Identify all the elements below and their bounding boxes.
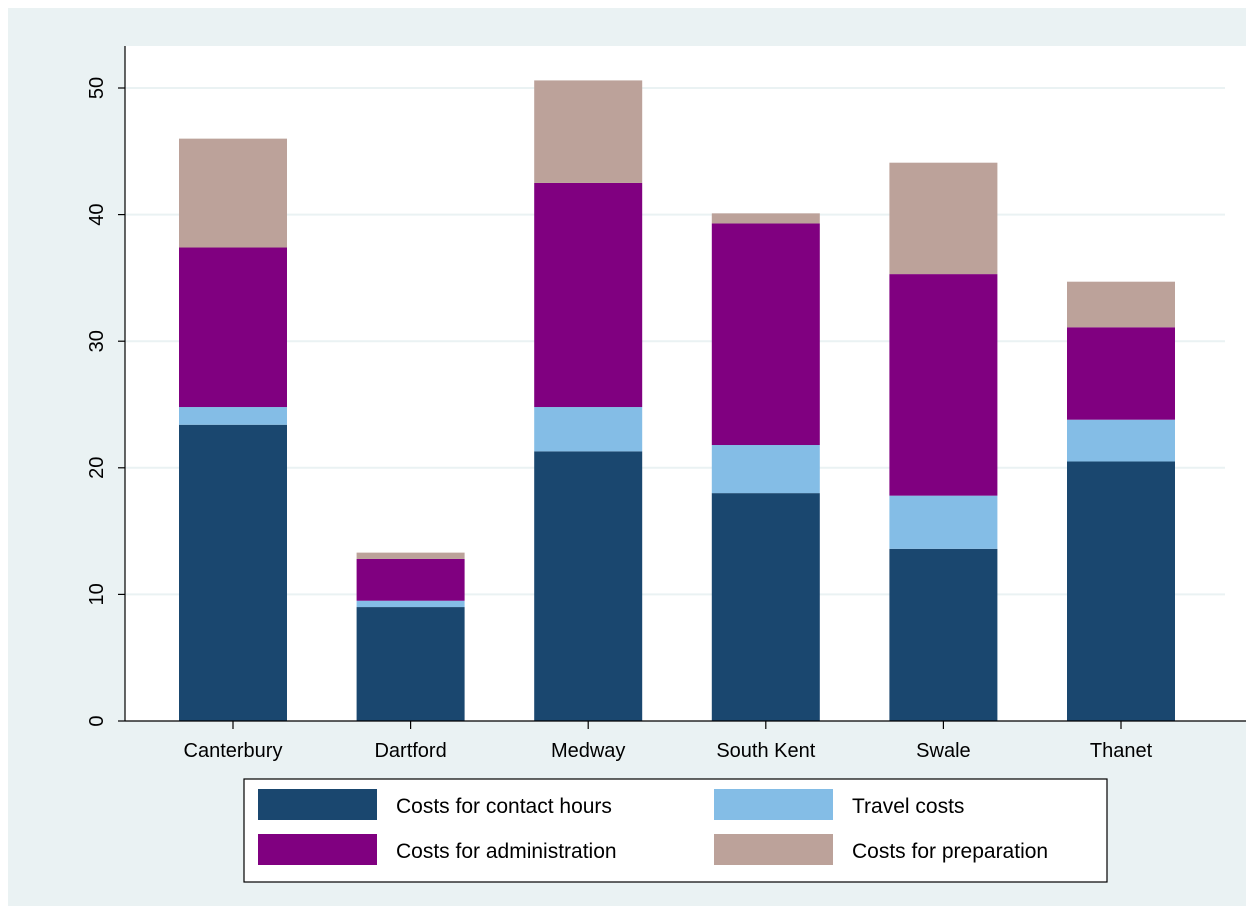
bar-segment-3-medway <box>534 182 643 408</box>
bar-segment-3-thanet <box>1067 327 1175 420</box>
bar-segment-1-swale <box>889 548 998 721</box>
bar-segment-2-thanet <box>1067 419 1175 462</box>
x-tick-label: Dartford <box>374 740 446 762</box>
bar-segment-2-south-kent <box>711 445 820 494</box>
y-tick-label: 50 <box>86 77 108 99</box>
x-tick-label: Medway <box>551 740 625 762</box>
bar-segment-4-swale <box>889 162 998 275</box>
axes: 0 10 20 30 40 50 Canterbury Dartford Medway South… <box>86 46 1246 762</box>
y-tick-label: 0 <box>86 715 108 726</box>
legend-box <box>243 778 1108 883</box>
bar-segment-2-medway <box>534 407 643 452</box>
x-tick-label: Swale <box>916 740 970 762</box>
legend-label: Costs for contact hours <box>396 795 612 818</box>
y-tick-label: 30 <box>86 330 108 352</box>
bar-segment-2-dartford <box>356 600 465 608</box>
gridlines <box>125 87 1225 596</box>
bar-segment-1-medway <box>534 451 643 721</box>
bar-segment-3-swale <box>889 274 998 496</box>
x-tick-label: South Kent <box>716 740 815 762</box>
legend-swatch <box>258 789 377 820</box>
bar-segment-4-thanet <box>1067 281 1175 328</box>
bar-segment-3-canterbury <box>179 247 287 408</box>
bar-segment-1-thanet <box>1067 461 1175 721</box>
legend-label: Costs for administration <box>396 840 617 863</box>
y-tick-label: 20 <box>86 457 108 479</box>
bar-segment-1-dartford <box>356 607 465 721</box>
legend-swatch <box>714 834 833 865</box>
legend-swatch <box>714 789 833 820</box>
y-tick-label: 40 <box>86 203 108 225</box>
legend-label: Travel costs <box>852 795 964 818</box>
x-tick-label: Thanet <box>1090 740 1153 762</box>
bar-segment-3-south-kent <box>711 223 820 446</box>
bar-segment-1-canterbury <box>179 424 287 721</box>
bar-segment-4-dartford <box>356 552 465 559</box>
legend-swatch <box>258 834 377 865</box>
y-tick-label: 10 <box>86 583 108 605</box>
bar-segment-2-swale <box>889 495 998 549</box>
bar-segment-4-medway <box>534 80 643 183</box>
bar-segment-1-south-kent <box>711 493 820 721</box>
bars <box>179 80 1175 721</box>
bar-segment-2-canterbury <box>179 407 287 425</box>
x-tick-label: Canterbury <box>184 740 283 762</box>
legend: Costs for contact hours Travel costs Costs… <box>243 778 1108 883</box>
bar-segment-4-south-kent <box>711 213 820 224</box>
legend-label: Costs for preparation <box>852 840 1048 863</box>
bar-segment-3-dartford <box>356 558 465 601</box>
plot-area <box>125 46 1246 721</box>
bar-segment-4-canterbury <box>179 138 287 248</box>
